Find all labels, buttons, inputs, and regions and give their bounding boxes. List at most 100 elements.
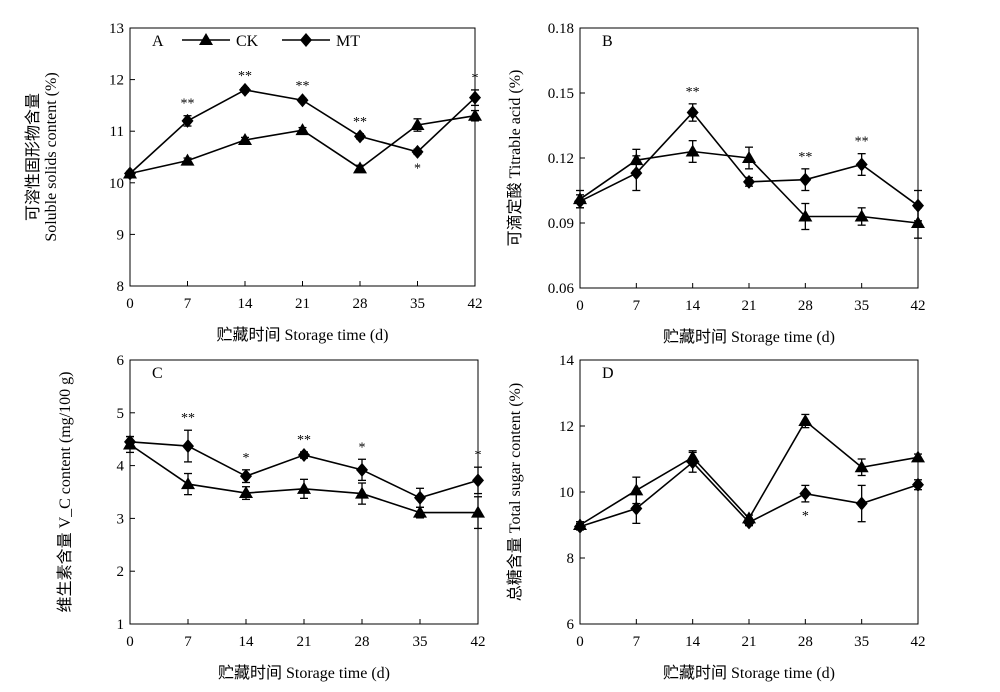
data-point-triangle [297,481,311,494]
data-point-diamond [124,166,136,181]
data-point-diamond [240,469,252,484]
y-tick-label: 6 [117,353,125,369]
data-point-diamond [855,496,868,511]
data-point-diamond [239,82,251,97]
significance-marker: * [243,451,250,466]
significance-marker: * [359,440,366,455]
data-point-triangle [911,450,925,463]
x-tick-label: 7 [184,296,192,312]
x-axis-label: 贮藏时间 Storage time (d) [218,664,390,682]
legend-marker-triangle [199,33,213,45]
y-tick-label: 0.12 [548,151,574,167]
x-axis-label: 贮藏时间 Storage time (d) [217,326,389,344]
x-tick-label: 42 [471,634,486,650]
y-tick-label: 12 [559,419,574,435]
panel-c: 0 7 14 21 28 35 42 1 2 3 4 5 6 贮藏时间 Storage time (d) 维… [56,353,486,682]
data-point-triangle [295,123,310,136]
x-tick-label: 21 [295,296,310,312]
x-tick-label: 42 [911,634,926,650]
data-point-triangle [854,209,869,222]
significance-marker: * [802,509,809,524]
y-tick-label: 4 [117,459,125,475]
data-point-diamond [414,490,426,505]
x-tick-label: 0 [126,296,134,312]
data-point-triangle [410,118,425,131]
significance-marker: ** [686,85,700,100]
y-tick-label: 8 [117,279,125,295]
significance-marker: ** [181,97,195,112]
legend-label: MT [336,33,360,50]
x-tick-label: 35 [854,634,869,650]
y-axis-label: 维生素含量 V_C content (mg/100 g) [56,372,74,613]
y-tick-label: 8 [567,551,575,567]
significance-marker: ** [181,411,195,426]
significance-marker: ** [297,433,311,448]
data-point-diamond [356,462,368,477]
data-point-diamond [124,434,136,449]
data-point-diamond [469,90,481,105]
data-point-diamond [574,194,586,209]
x-tick-label: 35 [854,298,869,314]
significance-marker: * [475,448,482,463]
data-point-triangle [854,460,869,473]
x-tick-label: 35 [410,296,425,312]
y-tick-label: 0.18 [548,21,574,37]
x-tick-label: 21 [297,634,312,650]
x-tick-label: 42 [911,298,926,314]
significance-marker: ** [798,150,812,165]
data-point-triangle [471,505,485,518]
y-tick-label: 0.06 [548,281,575,297]
y-tick-label: 11 [110,124,124,140]
y-tick-label: 13 [109,21,124,37]
data-point-diamond [686,105,699,120]
x-axis-label: 贮藏时间 Storage time (d) [663,664,835,682]
panel-label: D [602,365,614,382]
data-point-triangle [798,414,813,427]
series-ck [123,435,485,530]
data-point-triangle [355,486,369,499]
y-tick-label: 14 [559,353,575,369]
data-point-diamond [630,501,643,516]
data-point-diamond [472,473,484,488]
series-mt [124,82,481,181]
y-tick-label: 12 [109,73,124,89]
y-tick-label: 5 [117,406,125,422]
plot-frame [129,27,476,287]
series-line [579,419,919,526]
significance-marker: ** [296,79,310,94]
y-tick-label: 10 [109,176,124,192]
data-point-triangle [742,151,756,163]
y-axis-label: Soluble solids content (%) [43,72,60,241]
x-tick-label: 14 [685,298,701,314]
data-point-diamond [799,486,812,501]
x-tick-label: 28 [353,296,368,312]
data-point-triangle [911,216,925,228]
data-point-diamond [743,515,755,530]
data-point-triangle [353,161,367,174]
data-point-diamond [296,93,309,108]
y-axis-label: 总糖含量 Total sugar content (%) [506,383,524,601]
x-tick-label: 28 [798,634,813,650]
data-point-triangle [468,108,482,121]
y-tick-label: 10 [559,485,574,501]
data-point-diamond [354,129,366,144]
data-point-triangle [239,486,253,499]
x-tick-label: 0 [126,634,134,650]
plot-frame [579,359,919,625]
x-tick-label: 0 [576,298,584,314]
data-point-diamond [411,144,424,159]
x-tick-label: 35 [413,634,428,650]
significance-marker: ** [238,69,252,84]
legend: CK MT [182,33,360,50]
y-tick-label: 6 [567,617,575,633]
data-point-diamond [912,198,924,213]
y-tick-label: 0.09 [548,216,574,232]
data-point-diamond [855,157,868,172]
y-axis-label: 可溶性固形物含量 [24,93,42,221]
y-tick-label: 3 [117,511,125,527]
series-mt [574,103,924,222]
series-ck [573,140,925,239]
panel-b: 0 7 14 21 28 35 42 0.06 0.09 0.12 0.15 0.18 贮藏时间 Sto… [506,21,926,346]
y-tick-label: 0.15 [548,86,574,102]
panel-a: 0 7 14 21 28 35 42 8 9 10 11 12 13 贮藏时间 Storage time … [24,21,483,344]
